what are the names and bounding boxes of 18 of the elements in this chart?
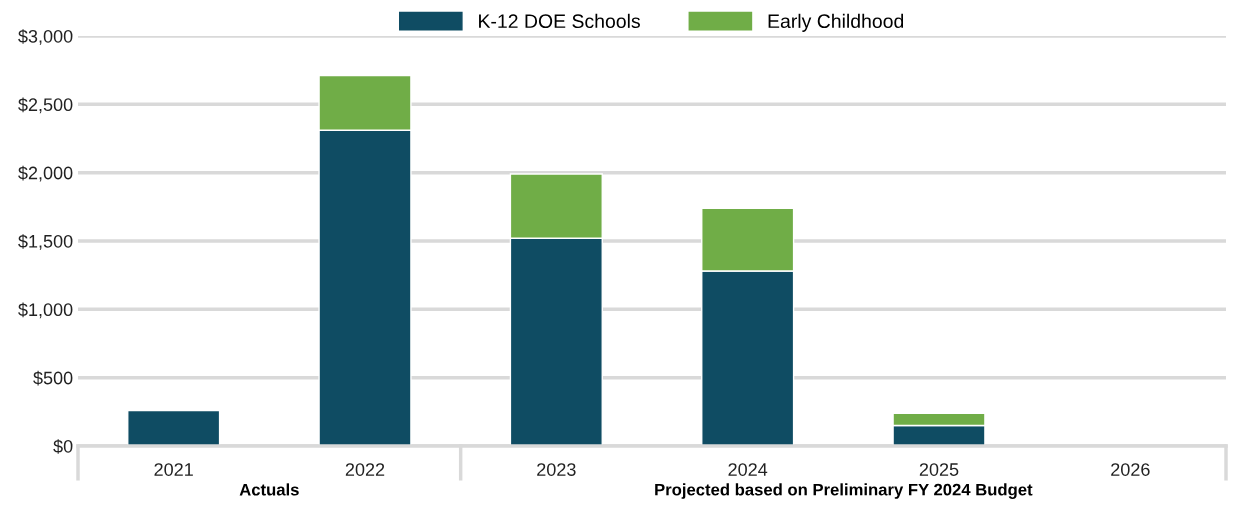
x-tick-label: 2021 [154, 463, 193, 476]
x-tick-label: 2024 [728, 463, 768, 476]
legend-label: K-12 DOE Schools [479, 13, 640, 29]
y-tick-label: $2,000 [18, 165, 73, 182]
text: Actuals [239, 483, 299, 496]
x-tick-label: 2025 [919, 463, 959, 476]
legend-label: Early Childhood [768, 13, 904, 32]
bar [127, 409, 221, 446]
x-tick-label: 2023 [537, 463, 576, 476]
x-tick-label: 2022 [345, 463, 385, 476]
y-tick-label: $1,500 [18, 234, 73, 250]
y-tick-label: $2,500 [18, 97, 73, 114]
y-tick-label: $3,000 [18, 29, 73, 45]
text: Projected based on Preliminary FY 2024 Budget [655, 483, 1033, 499]
y-tick-label: $500 [33, 370, 73, 386]
y-tick-label: $0 [53, 439, 73, 454]
x-tick-label: 2026 [1111, 463, 1150, 476]
y-tick-label: $1,000 [18, 302, 73, 319]
